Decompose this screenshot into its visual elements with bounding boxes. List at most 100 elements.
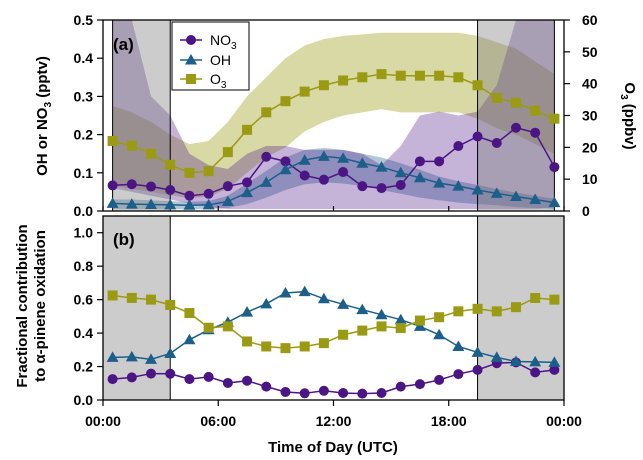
y-tick-label-b: 0.2 <box>74 359 94 375</box>
point-o3-a <box>530 105 541 116</box>
y-tick-label-b: 0.6 <box>74 292 94 308</box>
point-no3-a <box>357 181 368 192</box>
point-o3-b <box>530 292 541 303</box>
point-no3-b <box>222 377 233 388</box>
point-oh-b <box>106 351 119 362</box>
point-no3-a <box>510 122 521 133</box>
point-oh-b <box>471 346 484 357</box>
point-o3-b <box>107 290 118 301</box>
panel-b: 0.0 0.2 0.4 0.6 0.8 1.0 00:00 06:00 12:00 18:00 00… <box>14 215 582 456</box>
point-o3-a <box>318 80 329 91</box>
night-shading-a-1 <box>477 20 555 211</box>
y2-tick-label-a: 30 <box>582 108 598 124</box>
point-o3-b <box>338 329 349 340</box>
point-oh-a <box>164 198 177 210</box>
point-o3-b <box>395 323 406 334</box>
legend: NO3 OH O3 <box>171 21 250 91</box>
night-shading-a-0 <box>112 20 171 211</box>
point-no3-a <box>318 174 329 185</box>
point-no3-a <box>376 183 387 194</box>
point-no3-b <box>261 381 272 392</box>
point-o3-a <box>472 80 483 91</box>
point-o3-a <box>299 86 310 97</box>
point-o3-a <box>434 70 445 81</box>
y2-tick-label-a: 40 <box>582 76 598 92</box>
point-oh-b <box>413 320 426 331</box>
point-no3-b <box>395 381 406 392</box>
panel-a-frame <box>102 19 565 212</box>
panel-b-ylabel-line1: Fractional contribution <box>14 224 31 387</box>
point-o3-a <box>203 166 214 177</box>
point-no3-b <box>357 388 368 399</box>
point-oh-a <box>279 163 292 175</box>
y2-tick-label-a: 10 <box>582 171 598 187</box>
point-no3-b <box>203 371 214 382</box>
point-o3-a <box>376 69 387 80</box>
point-no3-a <box>242 177 253 188</box>
point-oh-b <box>279 286 292 298</box>
point-no3-b <box>318 385 329 396</box>
panel-a-label: (a) <box>113 35 134 54</box>
point-oh-b <box>145 353 158 364</box>
point-no3-a <box>414 156 425 167</box>
point-oh-b <box>375 308 388 320</box>
point-no3-b <box>414 379 425 390</box>
point-no3-b <box>242 375 253 386</box>
band-oh <box>112 147 555 210</box>
legend-no3-label: NO3 <box>210 32 237 52</box>
point-o3-b <box>376 321 387 332</box>
panel-b-frame <box>102 215 565 401</box>
point-o3-b <box>414 315 425 326</box>
legend-no3-marker <box>186 35 196 45</box>
point-oh-b <box>241 306 254 317</box>
point-o3-b <box>222 321 233 332</box>
point-oh-b <box>337 298 350 309</box>
point-no3-a <box>107 180 118 191</box>
point-oh-a <box>490 187 503 198</box>
point-oh-a <box>548 196 561 208</box>
x-tick-label: 18:00 <box>431 413 467 429</box>
point-oh-a <box>375 161 388 172</box>
point-oh-b <box>183 333 196 345</box>
point-o3-a <box>510 97 521 108</box>
point-oh-b <box>394 313 407 325</box>
legend-o3-label: O3 <box>210 71 227 91</box>
point-no3-a <box>530 127 541 138</box>
point-o3-a <box>453 72 464 83</box>
point-no3-b <box>338 387 349 398</box>
point-oh-b <box>548 356 561 367</box>
point-oh-a <box>298 154 311 165</box>
point-no3-b <box>376 387 387 398</box>
point-no3-a <box>165 184 176 195</box>
point-o3-b <box>261 341 272 352</box>
point-o3-a <box>338 75 349 86</box>
point-no3-a <box>280 156 291 167</box>
point-oh-a <box>106 197 119 208</box>
y-tick-label-b: 0.0 <box>74 392 94 408</box>
point-no3-a <box>338 167 349 178</box>
point-no3-a <box>434 156 445 167</box>
legend-oh-label: OH <box>210 52 231 68</box>
point-o3-a <box>280 96 291 107</box>
point-no3-a <box>549 162 560 173</box>
y2-tick-label-a: 50 <box>582 44 598 60</box>
point-oh-b <box>317 292 330 304</box>
point-o3-b <box>510 302 521 313</box>
point-oh-a <box>221 195 234 206</box>
panel-b-ylabel-line2: to α-pinene oxidation <box>32 230 49 382</box>
point-oh-b <box>164 347 177 358</box>
point-no3-a <box>299 170 310 181</box>
point-o3-a <box>222 147 233 158</box>
point-oh-b <box>356 303 369 315</box>
point-no3-a <box>222 181 233 192</box>
y-tick-label-b: 0.4 <box>74 325 94 341</box>
point-o3-a <box>165 159 176 170</box>
point-oh-b <box>125 350 138 362</box>
y-tick-label-b: 1.0 <box>74 225 94 241</box>
y-tick-label-a: 0.0 <box>74 203 94 219</box>
x-tick-label: 00:00 <box>546 413 582 429</box>
point-oh-b <box>452 340 465 351</box>
point-o3-a <box>184 167 195 178</box>
point-oh-b <box>433 328 446 340</box>
x-tick-label: 12:00 <box>316 413 352 429</box>
